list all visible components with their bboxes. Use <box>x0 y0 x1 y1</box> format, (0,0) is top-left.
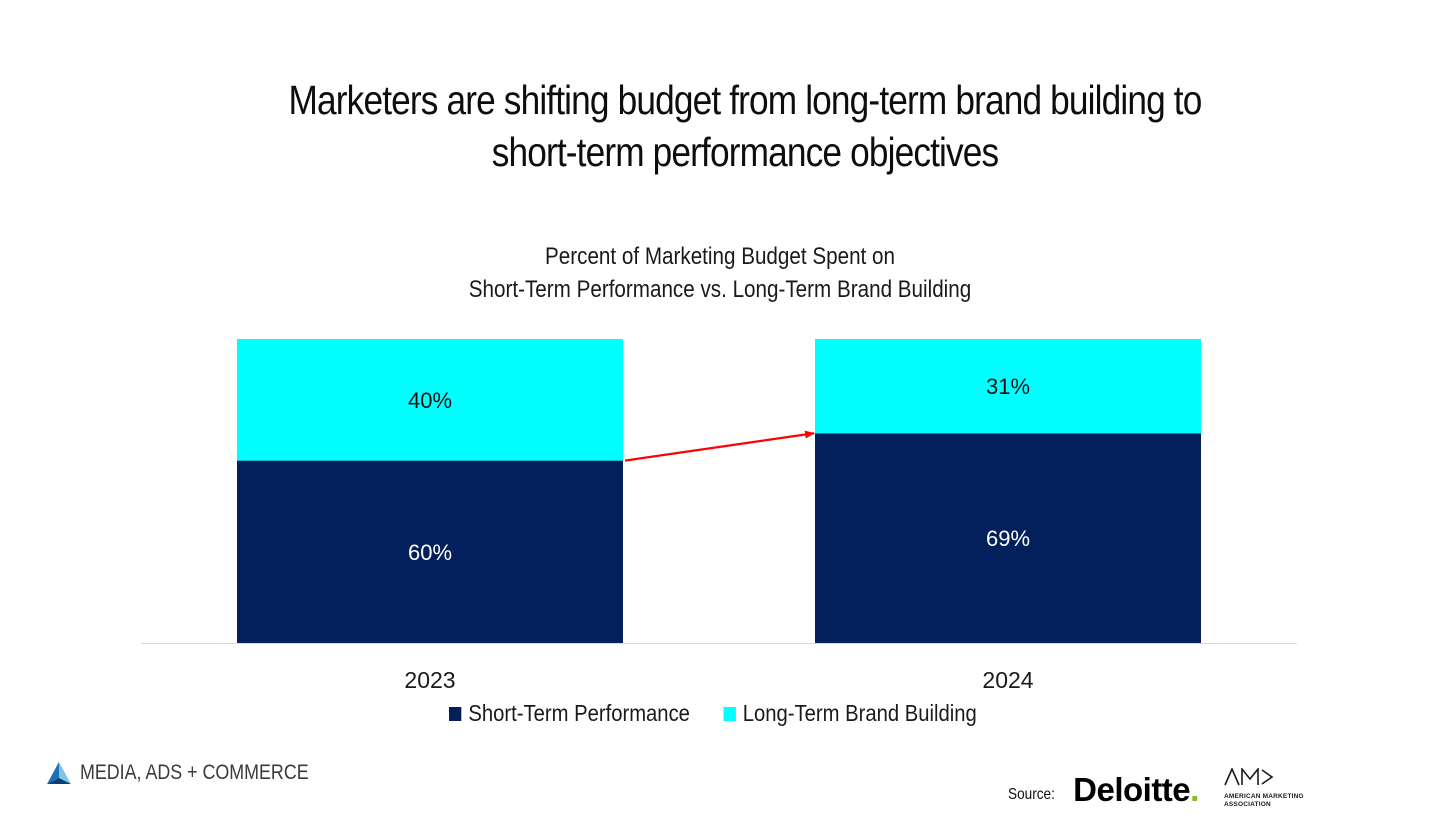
legend-swatch-short-term <box>449 706 462 721</box>
data-label-2023-series-0: 60% <box>408 540 452 565</box>
deloitte-dot: . <box>1190 771 1199 808</box>
legend-label-long-term: Long-Term Brand Building <box>742 700 977 726</box>
x-tick-label-2024: 2024 <box>982 667 1033 693</box>
chart-legend: Short-Term Performance Long-Term Brand B… <box>449 700 977 727</box>
legend-item-long-term: Long-Term Brand Building <box>723 700 977 727</box>
source-attribution: Source: Deloitte. <box>1008 772 1199 808</box>
headline-line-1: Marketers are shifting budget from long-… <box>288 77 1203 123</box>
headline-line-2: short-term performance objectives <box>491 129 999 175</box>
chart-title-line-1: Percent of Marketing Budget Spent on <box>545 243 895 270</box>
deloitte-logo: Deloitte. <box>1073 772 1199 808</box>
bar-2024-series-0 <box>815 433 1201 643</box>
source-label: Source: <box>1008 786 1055 803</box>
data-label-2023-series-1: 40% <box>408 388 452 413</box>
ama-logo: AMERICAN MARKETING ASSOCIATION <box>1224 766 1316 808</box>
bar-2024-series-1 <box>815 339 1201 434</box>
legend-swatch-long-term <box>723 706 736 721</box>
ama-line-1: AMERICAN MARKETING <box>1224 793 1304 800</box>
data-label-2024-series-0: 69% <box>986 526 1030 551</box>
ama-name: AMERICAN MARKETING ASSOCIATION <box>1224 793 1316 808</box>
chart-title: Percent of Marketing Budget Spent on Sho… <box>428 240 1013 306</box>
data-label-2024-series-1: 31% <box>986 374 1030 399</box>
deloitte-wordmark: Deloitte <box>1073 771 1191 808</box>
shift-arrow-annotation <box>624 430 815 462</box>
brand-name: MEDIA, ADS + COMMERCE <box>80 761 309 784</box>
bar-2023-series-1 <box>237 339 623 461</box>
page-title: Marketers are shifting budget from long-… <box>276 74 1213 178</box>
chart-title-line-2: Short-Term Performance vs. Long-Term Bra… <box>468 276 972 303</box>
ama-monogram-icon <box>1224 766 1274 786</box>
legend-item-short-term: Short-Term Performance <box>449 700 690 727</box>
x-tick-label-2023: 2023 <box>404 667 455 693</box>
triangle-logo-icon <box>47 762 71 784</box>
ama-line-2: ASSOCIATION <box>1224 800 1271 808</box>
media-ads-commerce-brand: MEDIA, ADS + COMMERCE <box>46 761 349 785</box>
bar-2023-series-0 <box>237 460 623 643</box>
legend-label-short-term: Short-Term Performance <box>468 700 690 726</box>
